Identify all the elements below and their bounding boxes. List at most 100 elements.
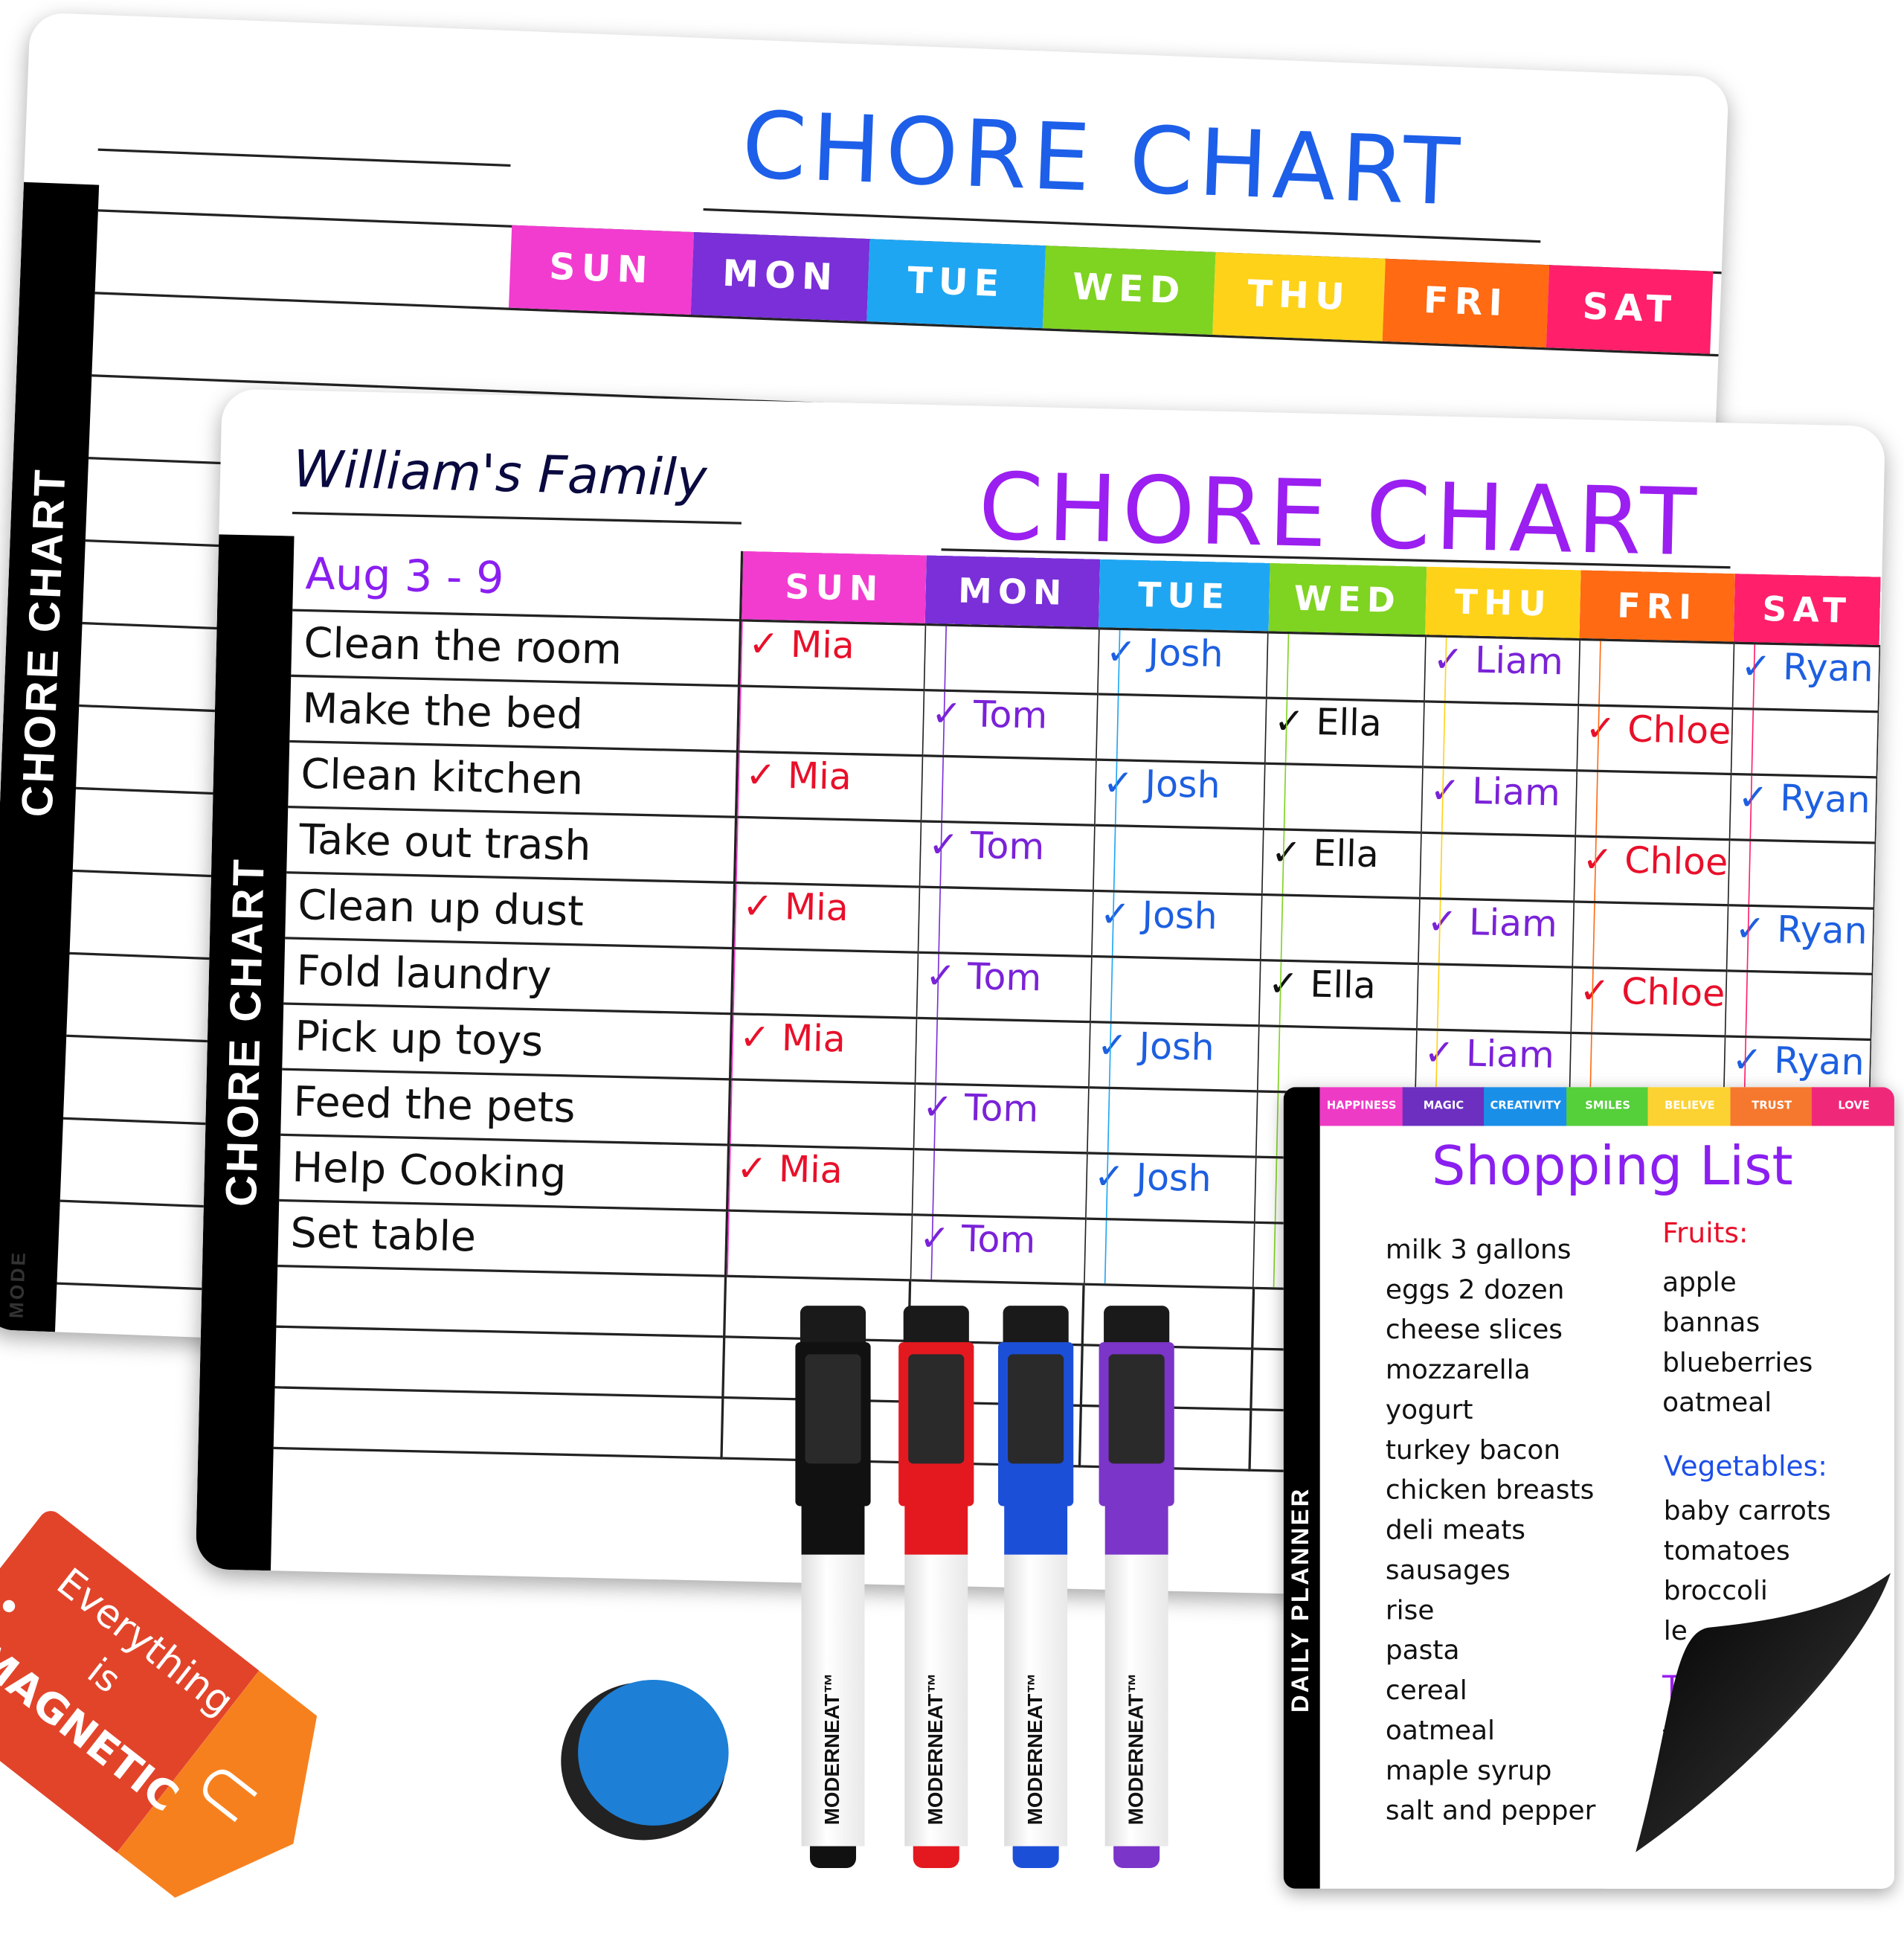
marker-brand: MODERNEAT™ — [820, 1672, 844, 1826]
chore-cell-mon[interactable] — [912, 1149, 1087, 1219]
dry-erase-marker[interactable]: MODERNEAT™ — [1099, 1306, 1174, 1870]
chore-cell-tue[interactable] — [1093, 825, 1264, 895]
chore-cell-mon[interactable]: ✓ Tom — [910, 1214, 1086, 1285]
chore-cell-mon[interactable] — [924, 624, 1099, 694]
chore-cell-thu[interactable] — [1416, 963, 1572, 1033]
chore-cell-sun[interactable]: ✓ Mia — [727, 1144, 914, 1215]
chore-cell-mon[interactable]: ✓ Tom — [913, 1083, 1089, 1153]
chore-cell-sat[interactable] — [1727, 839, 1875, 909]
chore-cell-fri[interactable]: ✓ Chloe — [1573, 835, 1729, 905]
chore-cell-fri[interactable]: ✓ Chloe — [1570, 967, 1726, 1036]
list-item: tomatoes — [1663, 1536, 1790, 1567]
chore-cell-tue[interactable]: ✓ Josh — [1094, 760, 1266, 829]
chore-cell-tue[interactable] — [1090, 956, 1261, 1026]
chore-cell-sat[interactable]: ✓ Ryan — [1728, 774, 1876, 844]
chore-cell-wed[interactable] — [1267, 632, 1426, 702]
chore-cell-tue[interactable] — [1087, 1087, 1258, 1158]
chore-cell-mon[interactable]: ✓ Tom — [916, 952, 1092, 1022]
chore-cell-thu[interactable] — [1422, 701, 1578, 771]
chore-task[interactable]: Clean kitchen — [288, 741, 738, 818]
family-name[interactable]: William's Family — [292, 438, 708, 508]
empty-cell[interactable] — [274, 1326, 724, 1398]
chore-cell-fri[interactable] — [1577, 639, 1734, 709]
chore-cell-sun[interactable] — [737, 685, 924, 756]
day-header-wed: WED — [1268, 562, 1427, 636]
chore-task[interactable]: Clean up dust — [285, 872, 735, 949]
chore-task[interactable]: Clean the room — [291, 610, 741, 686]
chore-cell-fri[interactable]: ✓ Chloe — [1576, 705, 1732, 774]
chore-cell-tue[interactable]: ✓ Josh — [1097, 628, 1269, 699]
tab-happiness: HAPPINESS — [1319, 1087, 1403, 1126]
marker-clip — [1108, 1354, 1165, 1464]
chore-cell-tue[interactable]: ✓ Josh — [1091, 891, 1263, 960]
day-color-line — [1442, 703, 1446, 767]
chore-cell-sun[interactable]: ✓ Mia — [736, 751, 923, 821]
checkmark-icon: ✓ — [1740, 645, 1772, 689]
dry-erase-marker[interactable]: MODERNEAT™ — [898, 1306, 974, 1870]
empty-cell[interactable] — [273, 1387, 723, 1459]
chore-cell-mon[interactable] — [921, 755, 1096, 826]
chore-cell-sat[interactable]: ✓ Ryan — [1726, 905, 1874, 975]
list-item: yogurt — [1385, 1395, 1473, 1426]
chore-cell-wed[interactable]: ✓ Ella — [1262, 829, 1421, 899]
assignee-name: Mia — [775, 754, 852, 800]
magnetic-eraser[interactable] — [547, 1658, 753, 1852]
chore-cell-mon[interactable] — [918, 887, 1093, 957]
checkmark-icon: ✓ — [742, 885, 774, 928]
chore-task[interactable]: Set table — [277, 1200, 727, 1277]
marker-barrel — [801, 1554, 865, 1846]
tab-trust: TRUST — [1730, 1087, 1814, 1126]
chore-cell-tue[interactable]: ✓ Josh — [1085, 1152, 1257, 1223]
chore-cell-wed[interactable] — [1258, 1025, 1417, 1095]
list-item: maple syrup — [1385, 1756, 1552, 1787]
back-day-sat: SAT — [1546, 265, 1714, 354]
dry-erase-marker[interactable]: MODERNEAT™ — [795, 1306, 871, 1870]
chore-cell-sat[interactable]: ✓ Ryan — [1731, 643, 1879, 712]
chore-cell-wed[interactable]: ✓ Ella — [1265, 698, 1424, 768]
chore-cell-sun[interactable]: ✓ Mia — [733, 882, 920, 953]
chore-cell-tue[interactable]: ✓ Josh — [1088, 1021, 1260, 1091]
chore-cell-sun[interactable]: ✓ Mia — [730, 1013, 917, 1084]
assignment: ✓ Ella — [1261, 961, 1418, 1007]
day-color-line — [733, 949, 736, 1013]
chore-cell-sun[interactable] — [728, 1079, 916, 1149]
chore-task[interactable]: Help Cooking — [279, 1135, 729, 1211]
day-color-line — [1275, 1158, 1278, 1222]
chore-task[interactable]: Pick up toys — [282, 1004, 732, 1079]
chore-task[interactable]: Make the bed — [289, 676, 739, 752]
chore-cell-fri[interactable] — [1575, 770, 1731, 840]
week-label[interactable]: Aug 3 - 9 — [292, 541, 742, 620]
chore-cell-sun[interactable] — [731, 948, 919, 1018]
chore-cell-wed[interactable] — [1264, 763, 1423, 833]
chore-task[interactable]: Feed the pets — [280, 1069, 730, 1145]
day-color-line — [727, 1211, 730, 1275]
marker-tip — [1012, 1846, 1059, 1869]
chore-cell-thu[interactable]: ✓ Liam — [1424, 635, 1580, 705]
marker-grip — [801, 1506, 865, 1555]
day-color-line — [1278, 1027, 1281, 1091]
dry-erase-marker[interactable]: MODERNEAT™ — [998, 1306, 1074, 1870]
chore-cell-sun[interactable] — [725, 1210, 913, 1280]
chore-cell-thu[interactable]: ✓ Liam — [1421, 767, 1577, 836]
chore-cell-wed[interactable] — [1261, 894, 1420, 964]
list-item: rise — [1385, 1596, 1435, 1627]
assignee-name: Mia — [769, 1017, 846, 1062]
chore-task[interactable]: Take out trash — [286, 806, 736, 883]
chore-cell-sun[interactable]: ✓ Mia — [739, 620, 926, 690]
empty-cell[interactable] — [276, 1265, 726, 1337]
chore-cell-tue[interactable] — [1084, 1219, 1255, 1289]
chore-cell-tue[interactable] — [1096, 693, 1267, 764]
checkmark-icon: ✓ — [1579, 969, 1611, 1013]
chore-cell-mon[interactable]: ✓ Tom — [922, 690, 1098, 760]
chore-cell-mon[interactable] — [915, 1018, 1090, 1088]
chore-cell-mon[interactable]: ✓ Tom — [919, 821, 1095, 891]
chore-task[interactable]: Fold laundry — [283, 937, 733, 1014]
chore-cell-thu[interactable] — [1419, 832, 1575, 902]
chore-cell-sun[interactable] — [734, 817, 922, 888]
chore-cell-wed[interactable]: ✓ Ella — [1259, 960, 1418, 1030]
chore-cell-sat[interactable] — [1724, 970, 1872, 1040]
chore-cell-thu[interactable]: ✓ Liam — [1418, 898, 1574, 968]
chore-cell-fri[interactable] — [1572, 902, 1728, 971]
chore-cell-sat[interactable] — [1730, 708, 1878, 777]
assignment: ✓ Mia — [732, 1015, 916, 1062]
